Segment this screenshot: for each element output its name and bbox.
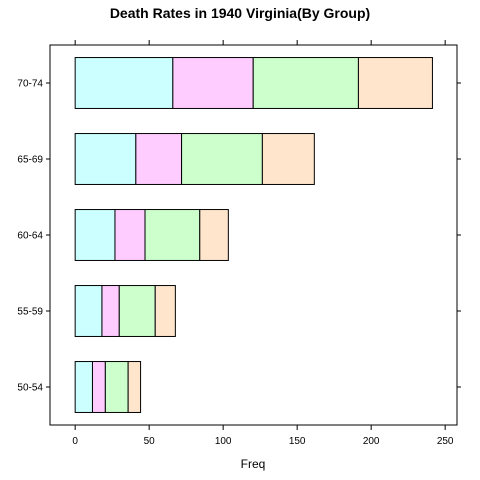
y-tick-label-60-64: 60-64	[17, 231, 43, 242]
bar-55-59-seg-3	[118, 285, 156, 337]
x-tick-label-150: 150	[289, 436, 306, 447]
bar-55-59-seg-4	[154, 285, 176, 337]
bar-70-74-seg-2	[172, 57, 254, 109]
y-tick-label-70-74: 70-74	[17, 79, 43, 90]
x-tick-label-250: 250	[437, 436, 454, 447]
y-tick-label-50-54: 50-54	[17, 383, 43, 394]
bar-50-54-seg-2	[91, 361, 106, 413]
bar-65-69-seg-4	[261, 133, 315, 185]
bar-65-69-seg-1	[74, 133, 137, 185]
x-tick-label-100: 100	[215, 436, 232, 447]
y-tick-label-65-69: 65-69	[17, 155, 43, 166]
bar-50-54-seg-1	[74, 361, 93, 413]
x-tick-label-200: 200	[363, 436, 380, 447]
y-axis: 50-54 55-59 60-64 65-69 70-74	[17, 79, 461, 394]
chart-title: Death Rates in 1940 Virginia(By Group)	[110, 5, 370, 21]
bar-70-74-seg-1	[74, 57, 174, 109]
x-axis-label: Freq	[241, 457, 266, 471]
bar-50-54-seg-4	[127, 361, 142, 413]
y-tick-label-55-59: 55-59	[17, 307, 43, 318]
bar-60-64-seg-3	[144, 209, 201, 261]
bar-65-69-seg-3	[181, 133, 263, 185]
bar-55-59-seg-1	[74, 285, 103, 337]
x-tick-label-0: 0	[72, 436, 78, 447]
bar-70-74-seg-4	[357, 57, 433, 109]
bars-group	[74, 57, 433, 413]
bar-70-74-seg-3	[252, 57, 359, 109]
bar-60-64-seg-2	[114, 209, 146, 261]
bar-65-69-seg-2	[135, 133, 183, 185]
bar-60-64-seg-4	[199, 209, 229, 261]
x-tick-label-50: 50	[144, 436, 156, 447]
bar-50-54-seg-3	[104, 361, 129, 413]
x-axis: 0 50 100 150 200 250	[72, 40, 454, 447]
bar-60-64-seg-1	[74, 209, 116, 261]
bar-55-59-seg-2	[101, 285, 120, 337]
